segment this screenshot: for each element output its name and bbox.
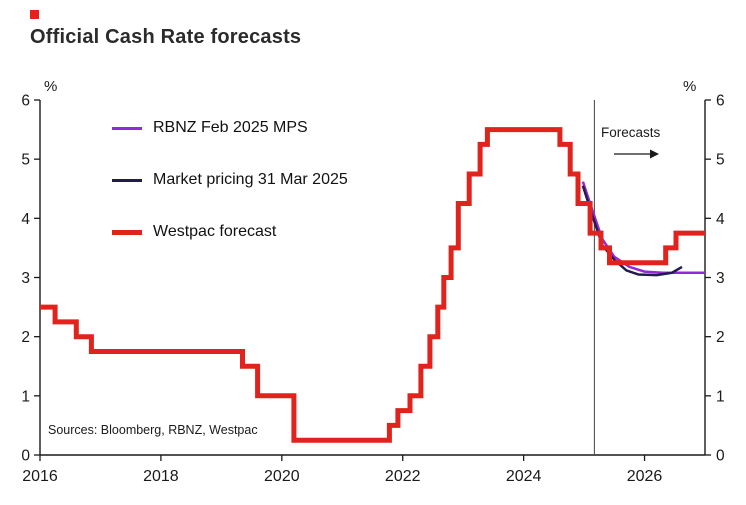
y-tick-label-left: 6	[21, 93, 30, 110]
y-tick-label-left: 0	[21, 448, 30, 465]
x-tick-label: 2022	[385, 468, 421, 485]
y-tick-label-right: 2	[716, 329, 725, 346]
series-westpac-forecast	[40, 127, 705, 443]
rbnz-line-swatch-icon	[112, 126, 142, 130]
y-tick-label-right: 6	[716, 93, 725, 110]
y-tick-label-right: 5	[716, 152, 725, 169]
y-tick-label-left: 2	[21, 329, 30, 346]
sources-note: Sources: Bloomberg, RBNZ, Westpac	[48, 423, 258, 437]
x-tick-label: 2020	[264, 468, 300, 485]
y-tick-label-right: 4	[716, 211, 725, 228]
legend-item-rbnz: RBNZ Feb 2025 MPS	[112, 119, 348, 137]
legend-item-westpac: Westpac forecast	[112, 223, 348, 241]
y-tick-label-left: 5	[21, 152, 30, 169]
legend-label-rbnz: RBNZ Feb 2025 MPS	[153, 119, 308, 136]
x-tick-label: 2024	[506, 468, 542, 485]
legend: RBNZ Feb 2025 MPS Market pricing 31 Mar …	[112, 119, 348, 241]
legend-label-westpac: Westpac forecast	[153, 223, 277, 240]
x-tick-label: 2016	[22, 468, 58, 485]
forecast-arrow-icon	[614, 149, 659, 159]
westpac-line-swatch-icon	[112, 229, 142, 235]
y-tick-label-left: 4	[21, 211, 30, 228]
forecasts-annotation: Forecasts	[601, 125, 661, 140]
y-tick-label-right: 3	[716, 270, 725, 287]
legend-item-market-pricing: Market pricing 31 Mar 2025	[112, 171, 348, 189]
series-market-pricing-31-mar-2025	[581, 185, 683, 277]
x-tick-label: 2026	[627, 468, 663, 485]
page-title: Official Cash Rate forecasts	[30, 26, 302, 48]
y-axis-unit-right: %	[683, 78, 697, 95]
y-axis-unit-left: %	[44, 78, 58, 95]
y-tick-label-left: 3	[21, 270, 30, 287]
y-tick-label-right: 1	[716, 388, 725, 405]
series-rbnz-feb-2025-mps	[581, 181, 705, 275]
market-pricing-line-swatch-icon	[112, 178, 142, 182]
y-tick-label-right: 0	[716, 448, 725, 465]
brand-square-icon	[30, 10, 39, 19]
legend-label-market-pricing: Market pricing 31 Mar 2025	[153, 171, 348, 188]
y-tick-label-left: 1	[21, 388, 30, 405]
x-tick-label: 2018	[143, 468, 179, 485]
